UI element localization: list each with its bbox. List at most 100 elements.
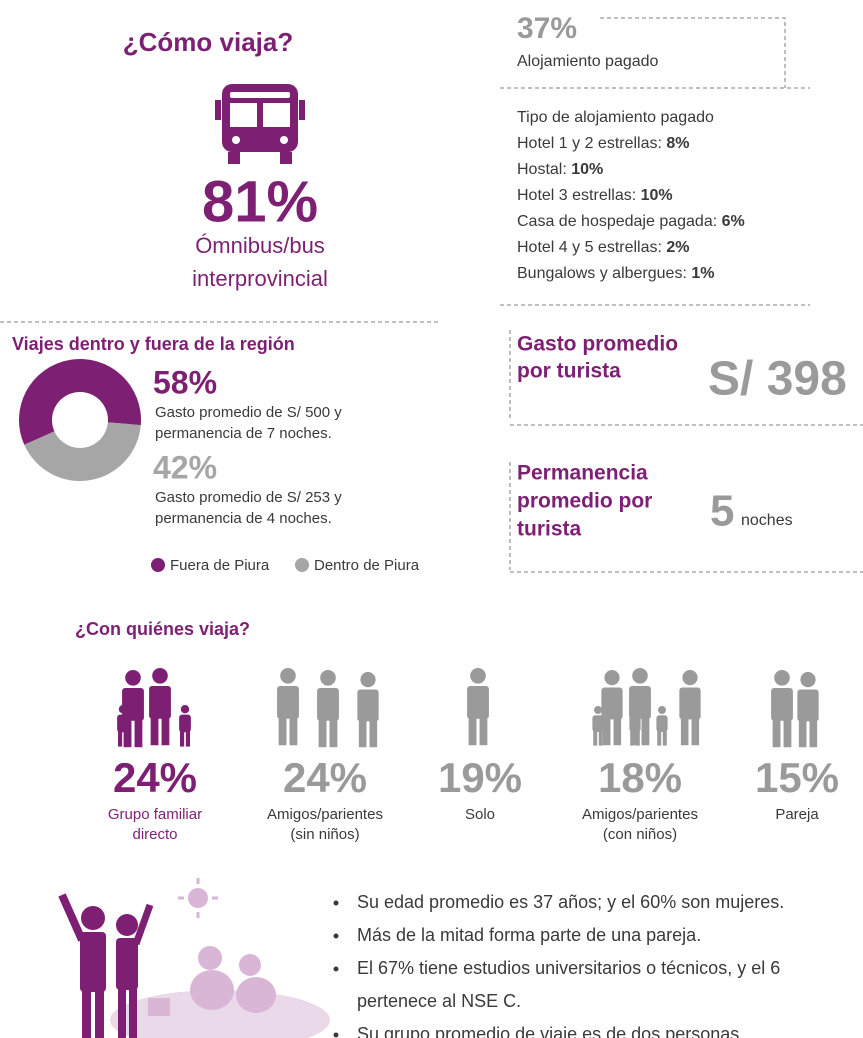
label-line: interprovincial [192,266,328,291]
body [797,689,819,722]
lodging-label: Alojamiento pagado [517,53,659,70]
head [118,705,128,714]
type-line: Hotel 3 estrellas: 10% [517,187,673,204]
leg [641,717,650,746]
type-value: 10% [571,161,603,178]
bullet-text: Su edad promedio es 37 años; y el 60% so… [357,892,784,912]
leg [479,717,488,746]
types-title: Tipo de alojamiento pagado [517,109,714,126]
bullet-dot [333,933,339,939]
leg [691,717,700,746]
leg [329,719,338,748]
person-icon [117,705,129,747]
head [631,706,639,714]
type-label: Hostal: [517,161,571,178]
person-icon [467,668,489,746]
box-title: Gasto promedio [517,333,678,356]
group-label: Solo [465,806,495,823]
box-title: por turista [517,360,621,383]
type-value: 2% [666,239,689,256]
leg [798,719,807,748]
type-line: Casa de hospedaje pagada: 6% [517,213,745,230]
leg [179,731,185,747]
type-line: Bungalows y albergues: 1% [517,265,714,282]
type-value: 1% [691,265,714,282]
leg [602,717,611,746]
head [152,668,168,684]
leg [613,717,622,746]
leg [150,717,159,746]
section-title: ¿Cómo viaja? [123,27,293,57]
person-icon [656,706,668,746]
bullet-dot [333,1032,339,1038]
bullet-dot [333,966,339,972]
body [771,687,793,721]
region-text: Gasto promedio de S/ 253 y [155,489,342,506]
dashed-frame [509,330,863,573]
type-label: Hotel 1 y 2 estrellas: [517,135,666,152]
leg [657,731,662,746]
type-value: 8% [666,135,689,152]
bullet-text: Su grupo promedio de viaje es de dos per… [357,1024,744,1038]
leg [809,719,818,748]
main-percent: 81% [202,169,318,234]
region-text: Gasto promedio de S/ 500 y [155,404,342,421]
spending-value: S/ 398 [708,353,847,406]
donut-slice [24,422,141,481]
leg [598,731,603,746]
body [122,687,144,721]
body [277,685,299,719]
legend-label: Fuera de Piura [170,557,270,574]
leg [278,717,287,746]
head [320,670,336,686]
body [656,715,668,732]
section-title: ¿Con quiénes viaja? [75,619,250,639]
person-icon [317,670,339,748]
body [179,714,191,733]
group-label: (con niños) [603,826,677,843]
leg [680,717,689,746]
type-label: Hotel 4 y 5 estrellas: [517,239,666,256]
head [658,706,666,714]
head [774,670,790,686]
leg [289,717,298,746]
legend-dot [151,558,165,572]
head [125,670,141,686]
type-label: Hotel 3 estrellas: [517,187,641,204]
lodging-percent: 37% [517,12,577,45]
legend-label: Dentro de Piura [314,557,420,574]
box-title: promedio por [517,490,652,513]
group-label: Amigos/parientes [582,806,698,823]
head [280,668,296,684]
bullet-text: pertenece al NSE C. [357,991,521,1011]
bullet-text: El 67% tiene estudios universitarios o t… [357,958,780,978]
type-line: Hotel 1 y 2 estrellas: 8% [517,135,690,152]
body [629,715,641,732]
group-label: Grupo familiar [108,806,202,823]
leg [783,719,792,748]
body [149,685,171,719]
leg [635,731,640,746]
legend-dot [295,558,309,572]
group-percent: 15% [755,754,839,801]
body [317,687,339,721]
person-icon [592,706,604,746]
leg [318,719,327,748]
leg [593,731,598,746]
leg [772,719,781,748]
region-percent: 58% [153,364,217,400]
group-label: Amigos/parientes [267,806,383,823]
leg [468,717,477,746]
person-icon [277,668,299,746]
head [632,668,648,684]
label-line: Ómnibus/bus [195,233,325,258]
head [470,668,486,684]
body [679,687,701,720]
box-title: Permanencia [517,462,648,485]
head [682,670,698,686]
leg [117,731,123,747]
donut-slice [19,359,141,445]
person-icon [629,706,641,746]
